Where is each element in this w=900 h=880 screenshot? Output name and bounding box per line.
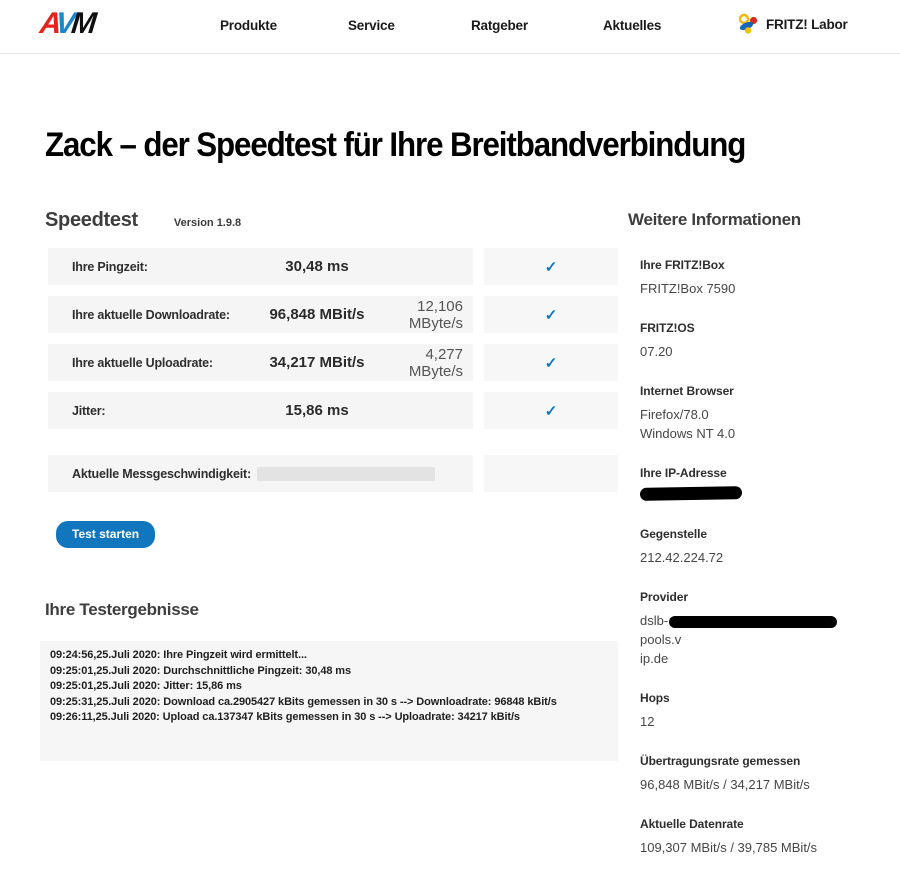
result-check-cell: ✓: [484, 392, 618, 429]
log-line: 09:25:31,25.Juli 2020: Download ca.29054…: [50, 695, 557, 708]
info-value: 212.42.224.72: [640, 550, 724, 565]
result-row-download: Ihre aktuelle Downloadrate: 96,848 MBit/…: [48, 296, 618, 333]
top-nav: AVM Produkte Service Ratgeber Aktuelles …: [0, 0, 900, 54]
info-value: dslb-pools.v: [640, 611, 874, 649]
check-icon: ✓: [544, 258, 558, 276]
result-row-main: Ihre Pingzeit: 30,48 ms: [48, 248, 473, 285]
speedtest-heading: Speedtest: [45, 209, 138, 231]
nav-item-ratgeber[interactable]: Ratgeber: [471, 18, 528, 33]
speedtest-panel: Speedtest Version 1.9.8 Ihre Pingzeit: 3…: [40, 209, 618, 880]
result-label: Jitter:: [72, 403, 106, 418]
info-label: Ihre FRITZ!Box: [640, 258, 725, 272]
page-title: Zack – der Speedtest für Ihre Breitbandv…: [45, 126, 746, 164]
info-item-gegenstelle: Gegenstelle 212.42.224.72: [640, 527, 874, 567]
nav-item-produkte[interactable]: Produkte: [220, 18, 277, 33]
info-item-datenrate: Aktuelle Datenrate 109,307 MBit/s / 39,7…: [640, 817, 874, 857]
info-item-browser: Internet Browser Firefox/78.0 Windows NT…: [640, 384, 874, 443]
info-item-ip-address: Ihre IP-Adresse: [639, 466, 874, 501]
info-value: Firefox/78.0: [640, 407, 709, 422]
info-item-fritzos: FRITZ!OS 07.20: [640, 321, 874, 361]
info-value: 96,848 MBit/s / 34,217 MBit/s: [640, 777, 810, 792]
result-value: 15,86 ms: [285, 402, 349, 419]
info-item-provider: Provider dslb-pools.v ip.de: [640, 590, 874, 668]
info-label: Ihre IP-Adresse: [640, 466, 727, 480]
provider-redaction-bar: [669, 615, 838, 628]
info-panel: Weitere Informationen Ihre FRITZ!Box FRI…: [628, 209, 874, 880]
result-row-ping: Ihre Pingzeit: 30,48 ms ✓: [48, 248, 618, 285]
speedtest-version: Version 1.9.8: [173, 217, 242, 229]
provider-suffix: pools.v: [640, 632, 682, 647]
result-value-secondary: 12,106 MByte/s: [408, 297, 463, 332]
result-row-main: Ihre aktuelle Uploadrate: 34,217 MBit/s …: [48, 344, 473, 381]
result-check-cell: ✓: [484, 248, 618, 285]
results-log: 09:24:56,25.Juli 2020: Ihre Pingzeit wir…: [40, 641, 618, 761]
result-check-cell: ✓: [484, 344, 618, 381]
info-value: 12: [640, 714, 655, 729]
check-icon: ✓: [544, 306, 558, 324]
progress-label: Aktuelle Messgeschwindigkeit:: [72, 466, 251, 481]
log-line: 09:24:56,25.Juli 2020: Ihre Pingzeit wir…: [50, 649, 307, 661]
provider-prefix: dslb-: [640, 613, 669, 628]
info-item-hops: Hops 12: [640, 691, 874, 731]
info-label: Gegenstelle: [640, 527, 707, 541]
result-label: Ihre aktuelle Uploadrate:: [72, 355, 213, 370]
info-value: 109,307 MBit/s / 39,785 MBit/s: [640, 840, 818, 855]
progress-bar: [257, 466, 435, 481]
info-label: Internet Browser: [640, 384, 734, 398]
result-row-main: Ihre aktuelle Downloadrate: 96,848 MBit/…: [48, 296, 473, 333]
result-row-main: Jitter: 15,86 ms: [48, 392, 473, 429]
result-label: Ihre aktuelle Downloadrate:: [72, 307, 230, 322]
nav-labor-label: FRITZ! Labor: [766, 16, 848, 32]
log-line: 09:25:01,25.Juli 2020: Durchschnittliche…: [50, 664, 352, 677]
result-check-cell: ✓: [484, 296, 618, 333]
info-value: FRITZ!Box 7590: [640, 281, 736, 296]
check-icon: ✓: [544, 402, 558, 420]
start-test-button[interactable]: Test starten: [56, 521, 156, 548]
result-value: 30,48 ms: [285, 258, 349, 275]
result-label: Ihre Pingzeit:: [72, 259, 148, 274]
page-content: Zack – der Speedtest für Ihre Breitbandv…: [0, 126, 900, 880]
result-value-secondary: 4,277 MByte/s: [408, 345, 463, 380]
info-label: FRITZ!OS: [640, 321, 695, 335]
result-row-jitter: Jitter: 15,86 ms ✓: [48, 392, 618, 429]
info-label: Hops: [640, 691, 670, 705]
log-line: 09:26:11,25.Juli 2020: Upload ca.137347 …: [50, 711, 520, 723]
nav-item-fritz-labor[interactable]: FRITZ! Labor: [737, 13, 848, 35]
result-value: 96,848 MBit/s: [269, 306, 365, 323]
ip-redaction-bar: [639, 486, 743, 501]
nav-item-aktuelles[interactable]: Aktuelles: [603, 18, 662, 33]
result-value: 34,217 MBit/s: [269, 354, 365, 371]
result-row-progress: Aktuelle Messgeschwindigkeit:: [48, 455, 618, 492]
log-line: 09:25:01,25.Juli 2020: Jitter: 15,86 ms: [50, 680, 242, 692]
info-label: Provider: [640, 590, 688, 604]
info-value: 07.20: [640, 344, 673, 359]
results-heading: Ihre Testergebnisse: [45, 600, 199, 619]
info-heading: Weitere Informationen: [628, 210, 801, 229]
result-check-cell: [484, 455, 618, 492]
info-value: Windows NT 4.0: [640, 426, 736, 441]
info-item-uebertragungsrate: Übertragungsrate gemessen 96,848 MBit/s …: [640, 754, 874, 794]
result-row-main: Aktuelle Messgeschwindigkeit:: [48, 455, 473, 492]
info-item-fritzbox: Ihre FRITZ!Box FRITZ!Box 7590: [640, 258, 874, 298]
fritz-labor-splash-icon: [737, 13, 759, 35]
info-label: Aktuelle Datenrate: [640, 817, 744, 831]
nav-item-service[interactable]: Service: [348, 18, 395, 33]
avm-logo[interactable]: AVM: [38, 7, 94, 41]
result-row-upload: Ihre aktuelle Uploadrate: 34,217 MBit/s …: [48, 344, 618, 381]
check-icon: ✓: [544, 354, 558, 372]
info-value: ip.de: [640, 651, 669, 666]
avm-logo-letter: M: [69, 7, 95, 40]
info-label: Übertragungsrate gemessen: [640, 754, 801, 768]
